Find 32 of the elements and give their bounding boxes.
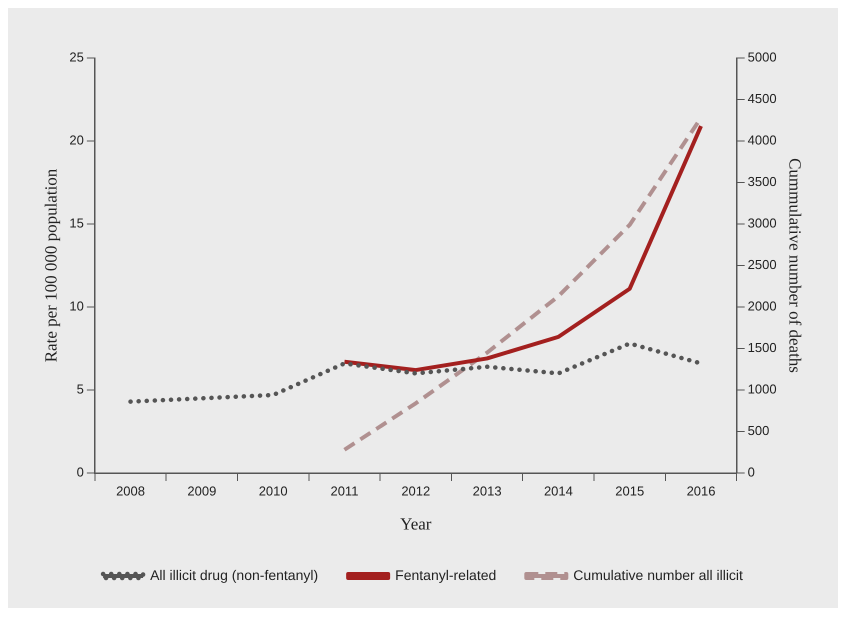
y2-tick-label: 4000 (748, 132, 777, 148)
legend-label: All illicit drug (non-fentanyl) (150, 566, 318, 583)
y-tick-label: 20 (69, 132, 84, 148)
y-tick-label: 10 (69, 298, 84, 314)
y-tick-label: 15 (69, 216, 84, 231)
x-axis-title: Year (400, 514, 432, 534)
y-tick-label: 25 (69, 50, 84, 65)
y-axis-title: Rate per 100 000 population (42, 168, 61, 362)
y2-tick-label: 1000 (748, 382, 777, 397)
x-tick-label: 2008 (116, 483, 145, 498)
y2-tick-label: 4500 (748, 91, 777, 106)
y2-tick-label: 2000 (748, 298, 777, 314)
y2-tick-label: 3500 (748, 174, 777, 190)
y2-tick-label: 5000 (748, 50, 777, 65)
y-tick-label: 0 (76, 464, 84, 480)
x-tick-label: 2016 (686, 483, 716, 498)
x-tick-label: 2013 (472, 483, 502, 498)
y-tick-label: 5 (76, 382, 84, 397)
legend-label: Fentanyl-related (395, 566, 496, 583)
y2-axis-title: Cummulative number of deaths (785, 158, 804, 373)
x-tick-label: 2014 (544, 483, 573, 498)
x-tick-label: 2015 (615, 483, 644, 498)
x-tick-label: 2010 (258, 483, 288, 498)
x-tick-label: 2012 (401, 483, 430, 498)
y2-tick-label: 1500 (748, 340, 777, 356)
x-tick-label: 2009 (187, 483, 216, 498)
legend-label: Cumulative number all illicit (573, 566, 744, 583)
y2-tick-label: 3000 (748, 216, 777, 231)
y2-tick-label: 500 (748, 423, 770, 438)
x-tick-label: 2011 (330, 483, 358, 498)
y2-tick-label: 2500 (748, 257, 777, 272)
y2-tick-label: 0 (748, 464, 755, 480)
